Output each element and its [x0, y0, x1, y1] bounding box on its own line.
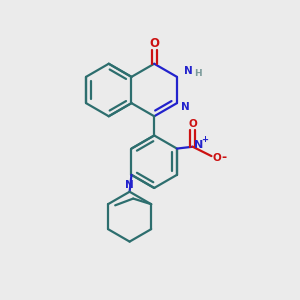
Text: N: N [184, 66, 193, 76]
Text: N: N [125, 180, 134, 190]
Text: N: N [181, 102, 190, 112]
Text: -: - [221, 151, 226, 164]
Text: H: H [194, 69, 201, 78]
Text: O: O [149, 38, 159, 50]
Text: +: + [201, 135, 208, 144]
Text: O: O [188, 119, 197, 129]
Text: O: O [213, 153, 221, 163]
Text: N: N [194, 140, 203, 150]
